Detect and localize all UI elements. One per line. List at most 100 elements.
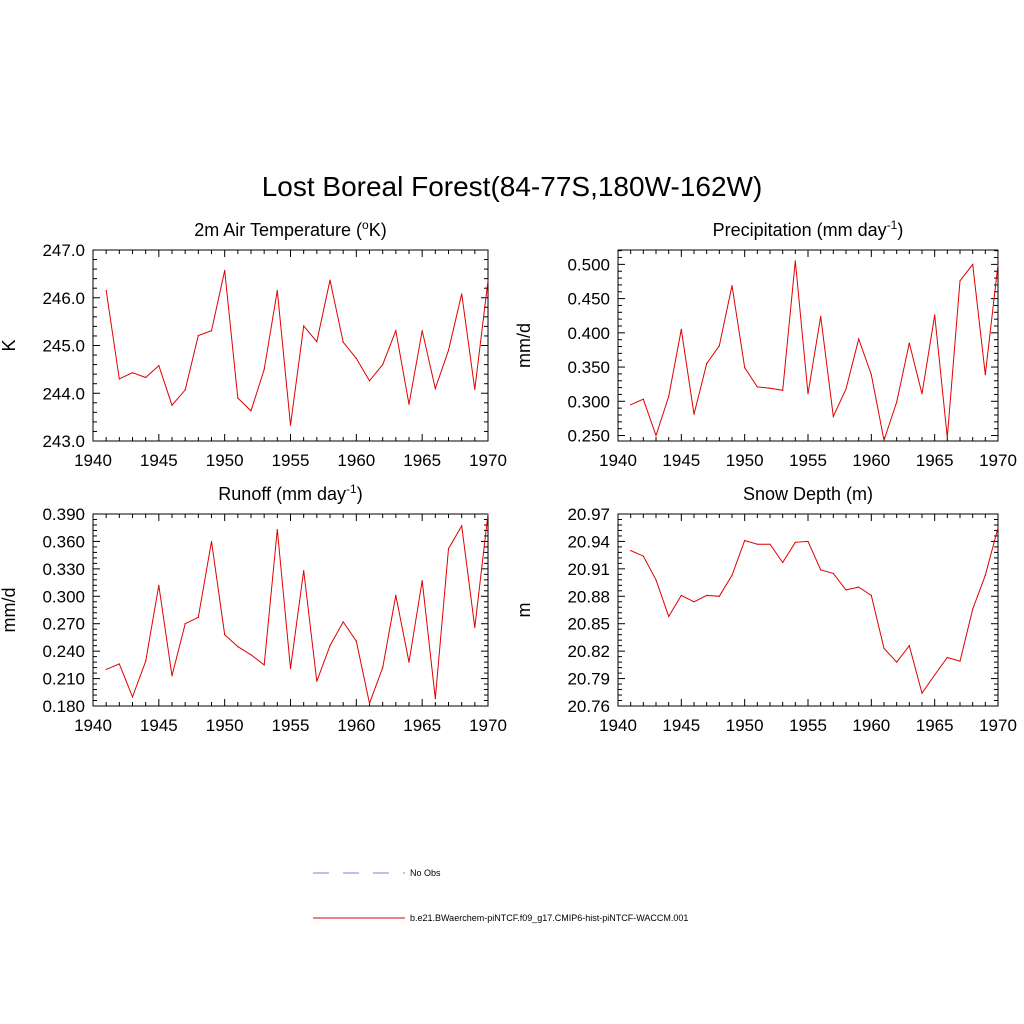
series-line-runoff: [106, 513, 489, 706]
x-tick-label: 1960: [337, 716, 375, 735]
data-point: [896, 401, 898, 403]
y-axis-label: m: [514, 603, 534, 618]
data-point: [461, 525, 463, 527]
y-tick-label: 20.76: [567, 697, 610, 716]
x-tick-label: 1965: [916, 716, 954, 735]
data-point: [447, 548, 450, 550]
data-point: [408, 661, 410, 663]
panels: 2m Air Temperature (oK)1940 1945 1950 1955 1…: [0, 218, 1017, 735]
data-point: [316, 680, 318, 682]
data-point: [693, 413, 695, 415]
y-tick-label: 0.500: [567, 255, 610, 274]
data-point: [131, 696, 134, 698]
y-tick-label: 0.400: [567, 324, 610, 343]
y-tick-label: 0.250: [567, 427, 610, 446]
data-point: [105, 668, 107, 671]
data-point: [984, 373, 986, 376]
data-point: [756, 386, 758, 388]
x-tick-label: 1955: [272, 716, 310, 735]
x-tick-label: 1940: [74, 451, 112, 470]
data-point: [224, 269, 226, 272]
data-point: [237, 645, 239, 648]
data-point: [355, 640, 357, 642]
data-point: [395, 594, 397, 596]
data-point: [474, 626, 476, 628]
data-point: [820, 569, 822, 571]
panel-snow-depth: Snow Depth (m) 1940 1945 1950 1955 1960 1965 19…: [514, 484, 1017, 735]
panel-precipitation: Precipitation (mm day-1) 1940 1945 1950 1955…: [514, 218, 1017, 470]
data-point: [329, 645, 331, 647]
data-point: [934, 674, 936, 676]
data-point: [959, 280, 961, 282]
data-point: [642, 398, 644, 400]
data-point: [250, 654, 252, 656]
data-point: [303, 570, 305, 572]
data-point: [210, 540, 213, 543]
data-point: [908, 645, 910, 647]
data-point: [997, 263, 999, 265]
data-point: [820, 315, 822, 318]
data-point: [769, 387, 771, 389]
y-axis-label: mm/d: [514, 323, 534, 368]
x-tick-label: 1955: [789, 716, 827, 735]
data-point: [421, 330, 423, 332]
data-point: [118, 378, 120, 380]
data-point: [946, 436, 948, 439]
x-tick-label: 1955: [789, 451, 827, 470]
x-tick-label: 1950: [726, 716, 764, 735]
y-tick-label: 0.300: [567, 392, 610, 411]
data-point: [845, 388, 847, 390]
panel-title-text: 2m Air Temperature (: [194, 220, 362, 240]
data-point: [630, 549, 632, 552]
y-tick-label: 0.240: [42, 642, 85, 661]
data-point: [832, 572, 834, 575]
data-point: [642, 555, 644, 557]
data-point: [487, 279, 489, 282]
x-tick-label: 1970: [469, 716, 507, 735]
data-point: [434, 387, 436, 390]
data-point: [487, 513, 489, 515]
data-point: [870, 373, 872, 376]
y-tick-label: 20.85: [567, 615, 610, 634]
legend-model-label: b.e21.BWaerchem-piNTCF.f09_g17.CMIP6-his…: [410, 913, 688, 923]
data-point: [158, 584, 160, 586]
y-tick-label: 0.270: [42, 615, 85, 634]
data-point: [630, 404, 632, 406]
data-point: [718, 345, 720, 347]
data-point: [858, 586, 860, 588]
y-tick-label: 0.350: [567, 358, 610, 377]
data-point: [342, 621, 344, 623]
data-point: [118, 663, 120, 665]
x-tick-label: 1945: [140, 716, 178, 735]
data-point: [184, 389, 186, 391]
data-point: [171, 404, 173, 406]
data-point: [984, 574, 986, 576]
y-tick-label: 244.0: [42, 384, 85, 403]
data-point: [883, 647, 885, 650]
x-tick-label: 1970: [469, 451, 507, 470]
data-point: [447, 349, 450, 351]
data-point: [474, 388, 476, 391]
data-point: [807, 393, 809, 395]
x-tick-label: 1960: [852, 451, 890, 470]
data-point: [832, 415, 834, 417]
data-point: [782, 561, 784, 564]
series-line-temperature: [105, 270, 489, 426]
data-point: [731, 574, 733, 576]
series-line-precipitation: [630, 260, 999, 443]
x-tick-label: 1970: [979, 451, 1017, 470]
series-line-snow-depth: [630, 527, 999, 695]
data-point: [395, 330, 397, 332]
plot-frame-precipitation: [617, 249, 999, 442]
x-tick-label: 1945: [140, 451, 178, 470]
data-point: [858, 338, 860, 340]
panel-title-suffix: ): [357, 484, 363, 504]
panel-title-superscript: -1: [346, 482, 357, 496]
data-point: [145, 376, 147, 379]
panel-runoff: Runoff (mm day-1) 1940 1945 1950 1955 1960 196…: [0, 482, 507, 735]
y-tick-label: 0.180: [42, 697, 85, 716]
x-tick-label: 1950: [206, 716, 244, 735]
data-point: [434, 698, 436, 700]
y-tick-label: 20.79: [567, 670, 610, 689]
y-tick-label: 0.330: [42, 560, 85, 579]
